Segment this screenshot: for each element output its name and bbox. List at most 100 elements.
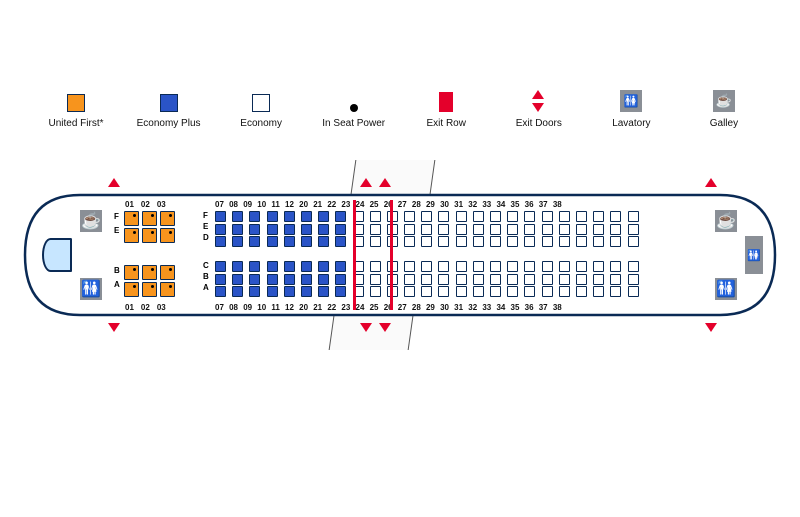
seat[interactable] <box>593 236 604 247</box>
seat[interactable] <box>593 211 604 222</box>
seat[interactable] <box>438 261 449 272</box>
seat[interactable] <box>456 211 467 222</box>
seat[interactable] <box>404 236 415 247</box>
seat[interactable] <box>456 274 467 285</box>
seat[interactable] <box>249 224 260 235</box>
seat[interactable] <box>404 261 415 272</box>
seat[interactable] <box>610 274 621 285</box>
seat[interactable] <box>473 274 484 285</box>
seat[interactable] <box>215 274 226 285</box>
seat[interactable] <box>524 236 535 247</box>
seat[interactable] <box>284 211 295 222</box>
seat[interactable] <box>490 211 501 222</box>
seat[interactable] <box>524 274 535 285</box>
seat[interactable] <box>160 282 175 297</box>
seat[interactable] <box>249 211 260 222</box>
seat[interactable] <box>438 236 449 247</box>
seat[interactable] <box>542 236 553 247</box>
seat[interactable] <box>524 224 535 235</box>
seat[interactable] <box>542 211 553 222</box>
seat[interactable] <box>473 286 484 297</box>
seat[interactable] <box>370 224 381 235</box>
seat[interactable] <box>335 274 346 285</box>
seat[interactable] <box>524 261 535 272</box>
seat[interactable] <box>318 211 329 222</box>
seat[interactable] <box>559 236 570 247</box>
seat[interactable] <box>628 274 639 285</box>
seat[interactable] <box>456 224 467 235</box>
seat[interactable] <box>576 211 587 222</box>
seat[interactable] <box>301 236 312 247</box>
seat[interactable] <box>628 236 639 247</box>
seat[interactable] <box>576 286 587 297</box>
seat[interactable] <box>559 286 570 297</box>
seat[interactable] <box>335 211 346 222</box>
seat[interactable] <box>249 286 260 297</box>
seat[interactable] <box>507 224 518 235</box>
seat[interactable] <box>404 211 415 222</box>
seat[interactable] <box>142 265 157 280</box>
seat[interactable] <box>318 274 329 285</box>
seat[interactable] <box>542 261 553 272</box>
seat[interactable] <box>628 261 639 272</box>
seat[interactable] <box>628 224 639 235</box>
seat[interactable] <box>249 274 260 285</box>
seat[interactable] <box>421 261 432 272</box>
seat[interactable] <box>160 211 175 226</box>
seat[interactable] <box>456 286 467 297</box>
seat[interactable] <box>524 211 535 222</box>
seat[interactable] <box>232 236 243 247</box>
seat[interactable] <box>335 261 346 272</box>
seat[interactable] <box>142 282 157 297</box>
seat[interactable] <box>232 286 243 297</box>
seat[interactable] <box>628 286 639 297</box>
seat[interactable] <box>542 224 553 235</box>
seat[interactable] <box>232 224 243 235</box>
seat[interactable] <box>249 261 260 272</box>
seat[interactable] <box>335 286 346 297</box>
seat[interactable] <box>507 211 518 222</box>
seat[interactable] <box>473 236 484 247</box>
seat[interactable] <box>142 228 157 243</box>
seat[interactable] <box>576 274 587 285</box>
seat[interactable] <box>593 261 604 272</box>
seat[interactable] <box>421 274 432 285</box>
seat[interactable] <box>473 261 484 272</box>
seat[interactable] <box>610 286 621 297</box>
seat[interactable] <box>421 236 432 247</box>
seat[interactable] <box>267 236 278 247</box>
seat[interactable] <box>215 236 226 247</box>
seat[interactable] <box>473 211 484 222</box>
seat[interactable] <box>249 236 260 247</box>
seat[interactable] <box>267 211 278 222</box>
seat[interactable] <box>284 224 295 235</box>
seat[interactable] <box>370 286 381 297</box>
seat[interactable] <box>370 236 381 247</box>
seat[interactable] <box>267 224 278 235</box>
seat[interactable] <box>507 274 518 285</box>
seat[interactable] <box>524 286 535 297</box>
seat[interactable] <box>160 265 175 280</box>
seat[interactable] <box>421 211 432 222</box>
seat[interactable] <box>301 261 312 272</box>
seat[interactable] <box>559 261 570 272</box>
seat[interactable] <box>142 211 157 226</box>
seat[interactable] <box>160 228 175 243</box>
seat[interactable] <box>438 274 449 285</box>
seat[interactable] <box>438 286 449 297</box>
seat[interactable] <box>335 224 346 235</box>
seat[interactable] <box>559 211 570 222</box>
seat[interactable] <box>318 236 329 247</box>
seat[interactable] <box>215 211 226 222</box>
seat[interactable] <box>124 265 139 280</box>
seat[interactable] <box>559 224 570 235</box>
seat[interactable] <box>370 261 381 272</box>
seat[interactable] <box>318 261 329 272</box>
seat[interactable] <box>301 211 312 222</box>
seat[interactable] <box>404 286 415 297</box>
seat[interactable] <box>576 224 587 235</box>
seat[interactable] <box>473 224 484 235</box>
seat[interactable] <box>124 228 139 243</box>
seat[interactable] <box>404 274 415 285</box>
seat[interactable] <box>610 211 621 222</box>
